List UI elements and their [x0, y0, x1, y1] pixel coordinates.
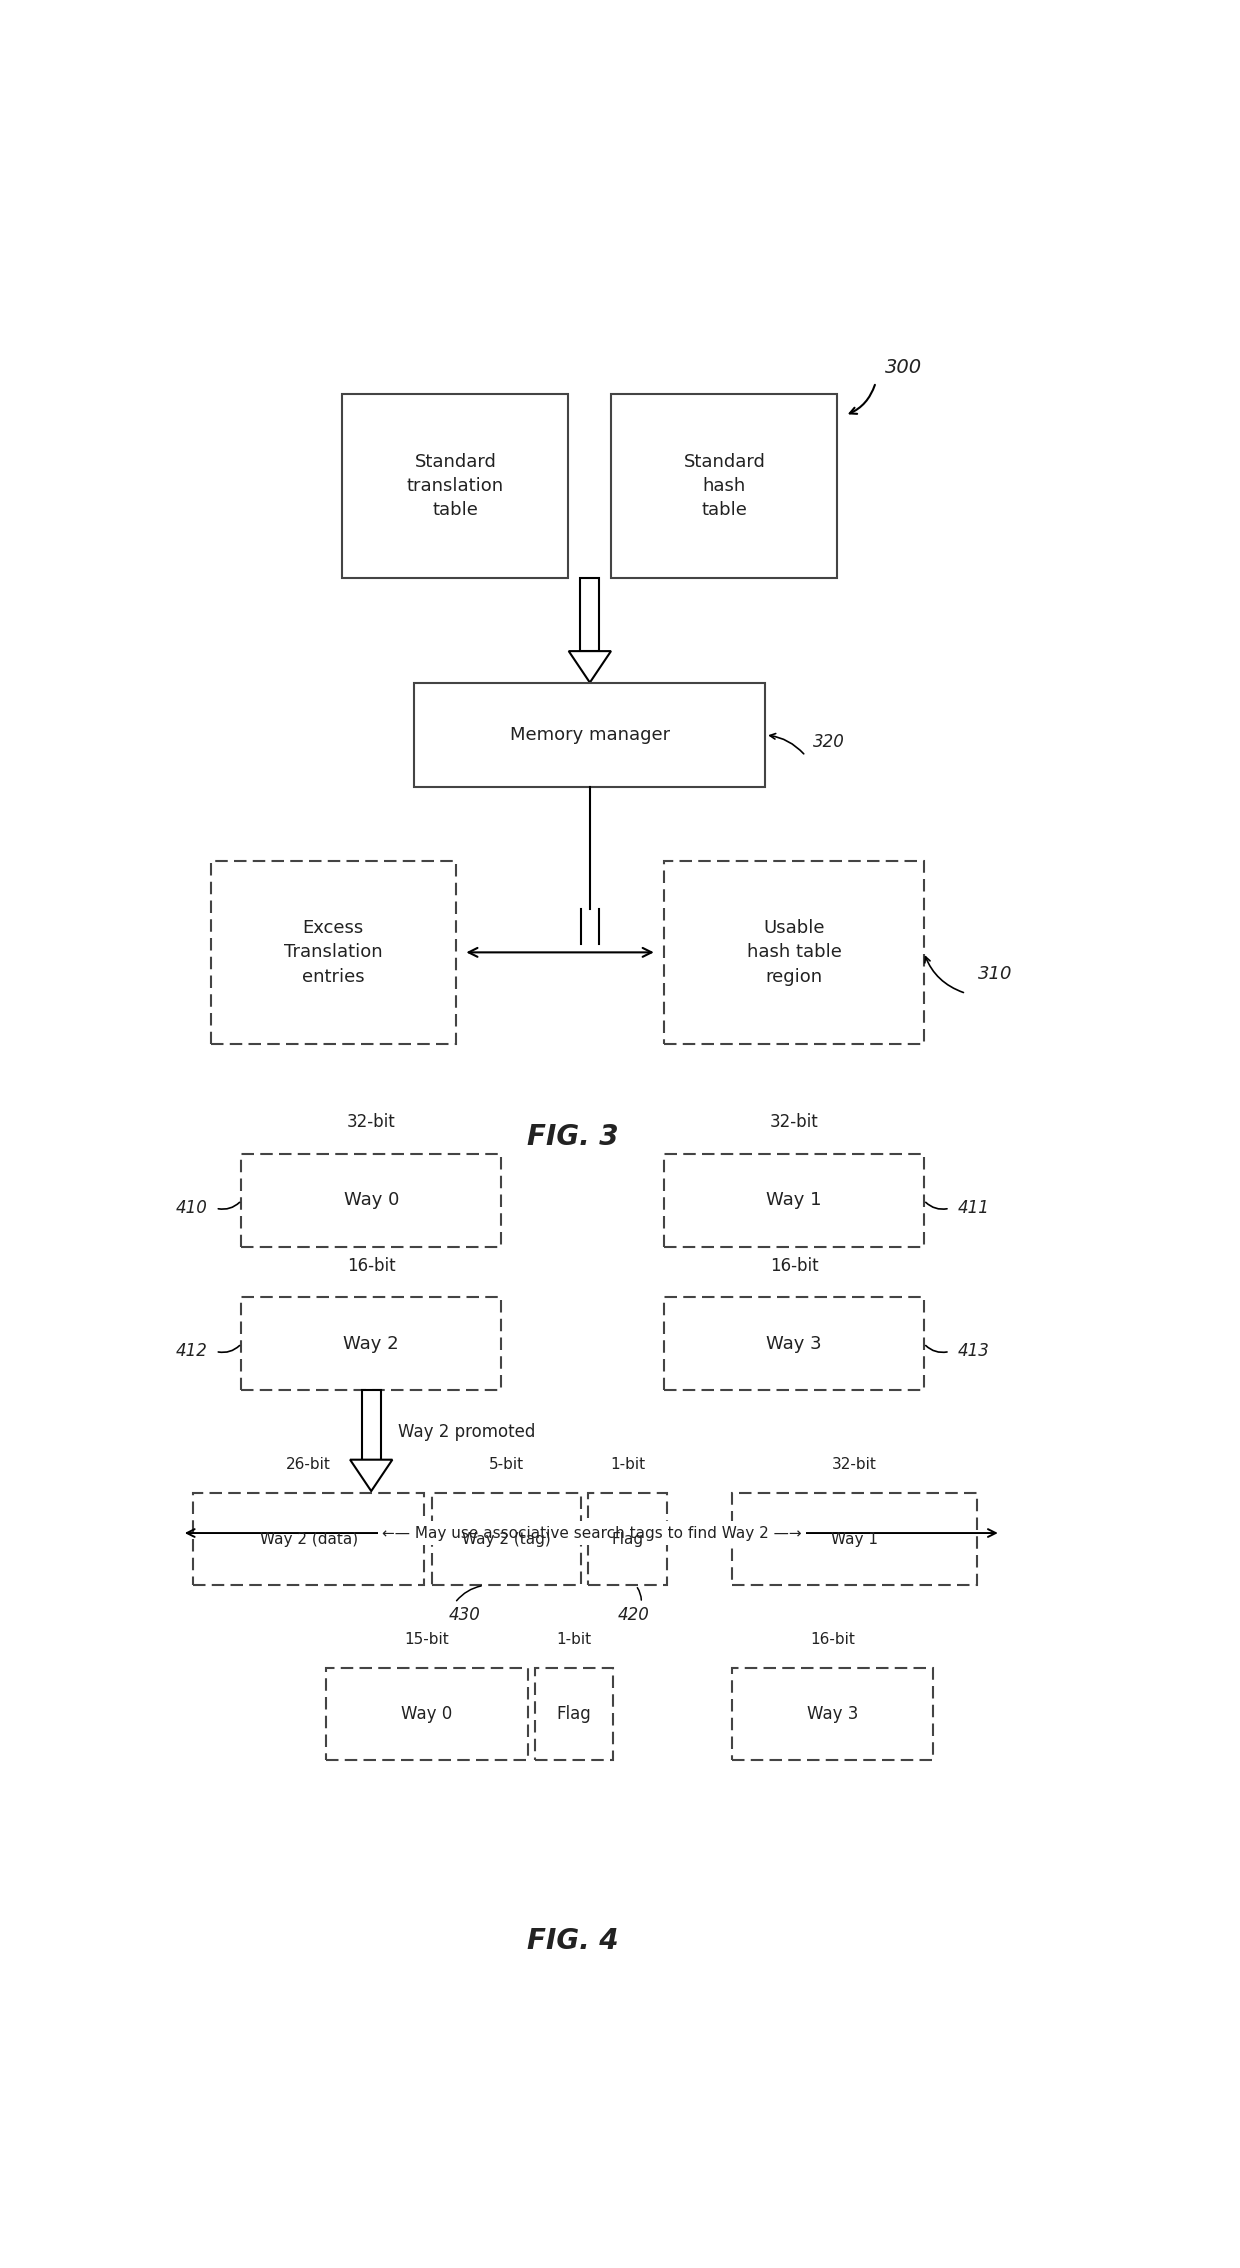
Text: Standard
translation
table: Standard translation table — [407, 454, 503, 519]
Text: Way 2: Way 2 — [343, 1334, 399, 1352]
Text: 1-bit: 1-bit — [610, 1456, 645, 1472]
Bar — [665, 1154, 924, 1247]
Bar — [665, 1297, 924, 1390]
Text: 16-bit: 16-bit — [810, 1631, 854, 1647]
Bar — [732, 1492, 977, 1585]
Text: 300: 300 — [885, 358, 923, 376]
Text: Way 2 (tag): Way 2 (tag) — [461, 1531, 551, 1547]
Bar — [193, 1492, 424, 1585]
Bar — [611, 395, 837, 578]
Bar — [326, 1667, 528, 1760]
Text: 16-bit: 16-bit — [770, 1256, 818, 1275]
Text: Way 1: Way 1 — [766, 1191, 822, 1209]
Text: Usable
hash table
region: Usable hash table region — [746, 919, 842, 987]
Polygon shape — [580, 578, 599, 651]
Text: Flag: Flag — [611, 1531, 644, 1547]
Text: 32-bit: 32-bit — [770, 1114, 818, 1132]
Text: Way 1: Way 1 — [831, 1531, 878, 1547]
Bar — [242, 1297, 501, 1390]
Text: 310: 310 — [977, 966, 1012, 984]
Bar — [732, 1667, 934, 1760]
Bar — [242, 1154, 501, 1247]
Text: Way 2 (data): Way 2 (data) — [259, 1531, 358, 1547]
Bar — [342, 395, 568, 578]
Text: Way 0: Way 0 — [343, 1191, 399, 1209]
Text: 26-bit: 26-bit — [286, 1456, 331, 1472]
Polygon shape — [569, 651, 611, 683]
Bar — [211, 860, 456, 1043]
Bar — [432, 1492, 580, 1585]
Text: Standard
hash
table: Standard hash table — [683, 454, 765, 519]
Text: 5-bit: 5-bit — [489, 1456, 523, 1472]
Text: 320: 320 — [813, 733, 846, 751]
Bar — [534, 1667, 614, 1760]
Text: FIG. 4: FIG. 4 — [527, 1926, 619, 1955]
Text: Way 3: Way 3 — [766, 1334, 822, 1352]
Text: Excess
Translation
entries: Excess Translation entries — [284, 919, 383, 987]
Bar — [589, 1492, 667, 1585]
Polygon shape — [350, 1461, 392, 1490]
Text: 412: 412 — [176, 1343, 207, 1361]
Text: 32-bit: 32-bit — [347, 1114, 396, 1132]
Text: 420: 420 — [618, 1606, 650, 1624]
Text: 413: 413 — [957, 1343, 990, 1361]
Text: Way 2 promoted: Way 2 promoted — [398, 1422, 536, 1440]
Bar — [665, 860, 924, 1043]
Text: 1-bit: 1-bit — [557, 1631, 591, 1647]
Text: 411: 411 — [957, 1200, 990, 1218]
Text: ←— May use associative search tags to find Way 2 —→: ←— May use associative search tags to fi… — [382, 1526, 802, 1540]
Bar — [414, 683, 765, 787]
Text: Way 3: Way 3 — [807, 1706, 858, 1724]
Polygon shape — [362, 1390, 381, 1461]
Text: Memory manager: Memory manager — [510, 726, 670, 744]
Text: Way 0: Way 0 — [402, 1706, 453, 1724]
Text: 32-bit: 32-bit — [832, 1456, 877, 1472]
Text: 15-bit: 15-bit — [404, 1631, 449, 1647]
Text: FIG. 3: FIG. 3 — [527, 1123, 619, 1152]
Text: 410: 410 — [176, 1200, 207, 1218]
Text: 430: 430 — [449, 1606, 480, 1624]
Text: 16-bit: 16-bit — [347, 1256, 396, 1275]
Text: Flag: Flag — [557, 1706, 591, 1724]
